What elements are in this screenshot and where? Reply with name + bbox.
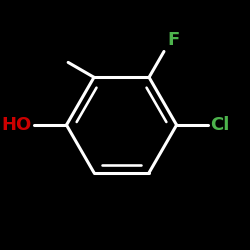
- Text: HO: HO: [1, 116, 31, 134]
- Text: Cl: Cl: [210, 116, 230, 134]
- Text: F: F: [168, 31, 180, 49]
